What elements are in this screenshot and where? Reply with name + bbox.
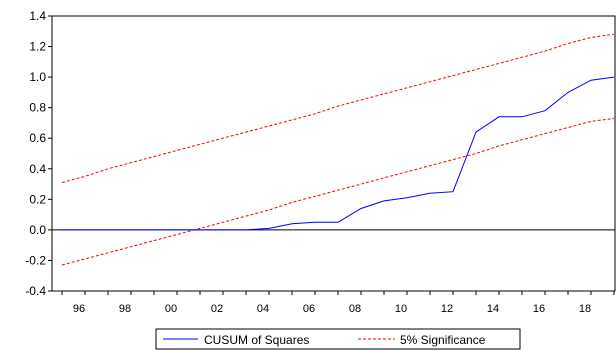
x-tick-label: 98 bbox=[119, 303, 131, 315]
x-tick-label: 02 bbox=[211, 303, 223, 315]
y-axis: 1.4 1.2 1.0 0.8 0.6 0.4 0.2 0.0 -0.2 -0.4 bbox=[25, 9, 52, 298]
y-tick-label: 1.2 bbox=[29, 40, 46, 54]
significance-upper-line bbox=[61, 33, 615, 183]
legend: CUSUM of Squares 5% Significance bbox=[155, 328, 521, 350]
x-tick-label: 16 bbox=[533, 303, 545, 315]
x-tick-label: 04 bbox=[257, 303, 269, 315]
legend-box bbox=[155, 328, 521, 350]
y-tick-label: 0.4 bbox=[29, 162, 46, 176]
series-layer bbox=[61, 33, 615, 266]
x-tick-label: 12 bbox=[441, 303, 453, 315]
x-axis: 96 98 00 02 04 06 08 10 12 14 16 18 bbox=[61, 291, 615, 315]
plot-frame bbox=[51, 15, 616, 292]
x-tick-label: 08 bbox=[349, 303, 361, 315]
x-tick-label: 18 bbox=[579, 303, 591, 315]
x-tick-label: 10 bbox=[395, 303, 407, 315]
y-tick-label: 0.2 bbox=[29, 192, 46, 206]
y-tick-label: 0.6 bbox=[29, 131, 46, 145]
x-tick-label: 96 bbox=[73, 303, 85, 315]
y-tick-label: 1.4 bbox=[29, 9, 46, 23]
y-tick-label: 0.8 bbox=[29, 101, 46, 115]
legend-label-cusum: CUSUM of Squares bbox=[204, 333, 309, 347]
cusum-line bbox=[62, 76, 615, 231]
y-tick-label: -0.4 bbox=[25, 284, 46, 298]
plot-area bbox=[51, 15, 616, 292]
significance-lower-line bbox=[61, 117, 615, 266]
x-tick-label: 00 bbox=[165, 303, 177, 315]
y-tick-label: 0.0 bbox=[29, 223, 46, 237]
y-tick-label: 1.0 bbox=[29, 70, 46, 84]
y-tick-label: -0.2 bbox=[25, 253, 46, 267]
x-tick-label: 14 bbox=[487, 303, 499, 315]
x-tick-label: 06 bbox=[303, 303, 315, 315]
legend-label-significance: 5% Significance bbox=[400, 333, 486, 347]
